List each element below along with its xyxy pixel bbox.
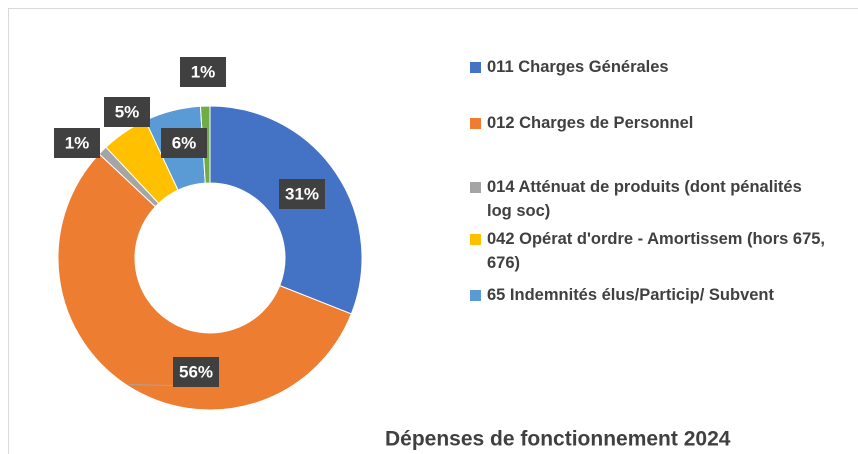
data-label: 5% — [115, 102, 140, 121]
legend-item: 042 Opérat d'ordre - Amortissem (hors 67… — [470, 227, 827, 275]
data-label: 1% — [65, 133, 90, 152]
label-box — [161, 128, 207, 158]
legend: 011 Charges Générales 012 Charges de Pers… — [456, 55, 840, 340]
legend-swatch — [470, 182, 481, 193]
legend-label: 65 Indemnités élus/Particip/ Subvent — [487, 286, 775, 304]
legend-label: 042 Opérat d'ordre - Amortissem (hors 67… — [487, 230, 826, 272]
donut-segment — [57, 153, 352, 411]
chart-title: Dépenses de fonctionnement 2024 — [385, 428, 731, 451]
legend-item: 65 Indemnités élus/Particip/ Subvent — [470, 283, 827, 307]
legend-item: 011 Charges Générales — [470, 55, 827, 79]
donut-segment — [209, 105, 363, 315]
label-box — [173, 357, 219, 387]
legend-label: 012 Charges de Personnel — [487, 114, 694, 132]
legend-swatch — [470, 234, 481, 245]
legend-label: 011 Charges Générales — [487, 58, 669, 76]
data-label: 31% — [285, 184, 319, 203]
legend-item: 012 Charges de Personnel — [470, 111, 827, 135]
legend-swatch — [470, 290, 481, 301]
data-label: 56% — [179, 362, 213, 381]
legend-swatch — [470, 62, 481, 73]
data-label: 6% — [172, 133, 197, 152]
label-box — [180, 57, 226, 87]
label-box — [279, 179, 325, 209]
legend-item: 014 Atténuat de produits (dont pénalités… — [470, 175, 827, 223]
label-box — [54, 128, 100, 158]
data-label: 1% — [191, 62, 216, 81]
legend-swatch — [470, 118, 481, 129]
legend-label: 014 Atténuat de produits (dont pénalités… — [487, 178, 802, 220]
label-box — [104, 97, 150, 127]
frame — [8, 8, 858, 454]
